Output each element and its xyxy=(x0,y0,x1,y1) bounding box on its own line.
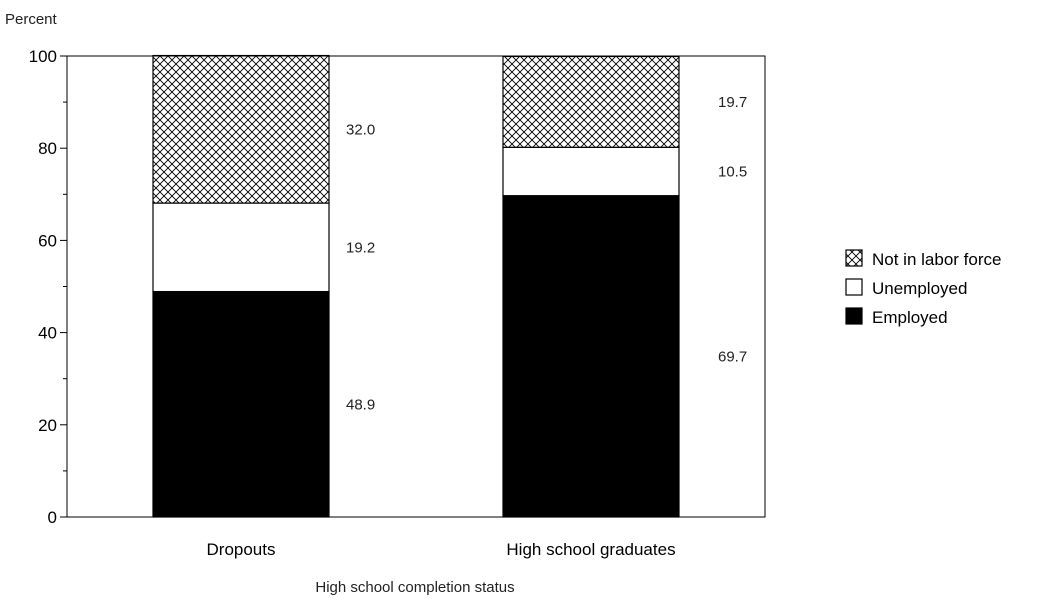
bar-dropouts-not-in-labor-force xyxy=(152,54,330,204)
bar-dropouts-unemployed xyxy=(152,202,330,293)
data-label-high-school-graduates-employed: 69.7 xyxy=(718,348,747,365)
legend-swatch-unemployed xyxy=(845,278,863,296)
bar-high-school-graduates-employed xyxy=(502,195,680,518)
data-label-high-school-graduates-unemployed: 10.5 xyxy=(718,163,747,180)
y-tick-label: 0 xyxy=(48,508,57,527)
legend: Not in labor force Unemployed Employed xyxy=(845,249,1001,327)
legend-label-unemployed: Unemployed xyxy=(872,279,967,298)
y-tick-label: 60 xyxy=(38,231,57,250)
plot-frame xyxy=(66,55,766,518)
data-label-dropouts-not-in-labor-force: 32.0 xyxy=(346,121,375,138)
data-label-dropouts-unemployed: 19.2 xyxy=(346,239,375,256)
legend-swatch-employed xyxy=(845,307,863,325)
y-axis: 0 20 40 60 80 100 xyxy=(29,47,67,527)
y-tick-label: 20 xyxy=(38,416,57,435)
y-tick-label: 80 xyxy=(38,139,57,158)
data-label-dropouts-employed: 48.9 xyxy=(346,396,375,413)
legend-label-not-in-labor-force: Not in labor force xyxy=(872,250,1001,269)
y-tick-label: 100 xyxy=(29,47,57,66)
legend-swatch-not-in-labor-force xyxy=(845,249,863,267)
x-category-label: High school graduates xyxy=(506,540,675,559)
data-labels-group: 48.9 19.2 32.0 69.7 10.5 19.7 xyxy=(346,94,747,413)
bars-group xyxy=(152,54,680,518)
bar-high-school-graduates-not-in-labor-force xyxy=(502,55,680,148)
bar-dropouts-employed xyxy=(152,290,330,518)
legend-label-employed: Employed xyxy=(872,308,948,327)
x-axis-title: High school completion status xyxy=(315,579,514,596)
x-axis-labels: Dropouts High school graduates xyxy=(207,540,676,559)
data-label-high-school-graduates-not-in-labor-force: 19.7 xyxy=(718,94,747,111)
y-axis-title: Percent xyxy=(5,11,58,28)
x-category-label: Dropouts xyxy=(207,540,276,559)
y-tick-label: 40 xyxy=(38,324,57,343)
bar-high-school-graduates-unemployed xyxy=(502,146,680,197)
